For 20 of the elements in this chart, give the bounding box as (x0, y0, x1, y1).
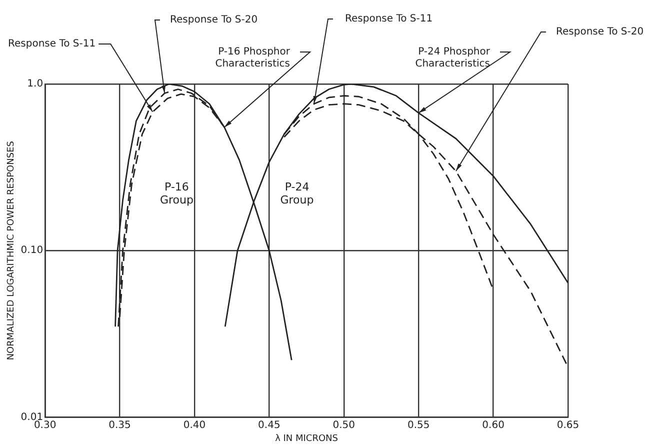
x-tick-label: 0.40 (183, 420, 206, 431)
x-tick-label: 0.35 (108, 420, 131, 431)
text: Response To S-11 (345, 14, 433, 25)
y-axis-title: NORMALIZED LOGARITHMIC POWER RESPONSES (6, 140, 17, 360)
x-tick-label: 0.30 (34, 420, 56, 431)
x-tick-label: 0.60 (482, 420, 504, 431)
x-tick-label: 0.45 (258, 420, 280, 431)
x-tick-label: 0.50 (332, 420, 356, 431)
y-tick-label: 0.10 (20, 245, 44, 256)
text: P-16 Phosphor Characteristics (215, 46, 291, 70)
x-axis-title: λ IN MICRONS (275, 434, 338, 444)
annotation: P-16 Group (160, 180, 194, 206)
text: Response To S-11 (8, 38, 96, 50)
y-tick-label: 1.0 (27, 78, 44, 90)
x-tick-label: 0.55 (407, 420, 430, 431)
text: Response To S-20 (170, 14, 258, 26)
annotation: P-24 Group (280, 180, 314, 206)
text: P-24 Phosphor Characteristics (415, 46, 491, 70)
x-tick-label: 0.65 (556, 420, 580, 431)
text: Response To S-20 (556, 26, 644, 38)
